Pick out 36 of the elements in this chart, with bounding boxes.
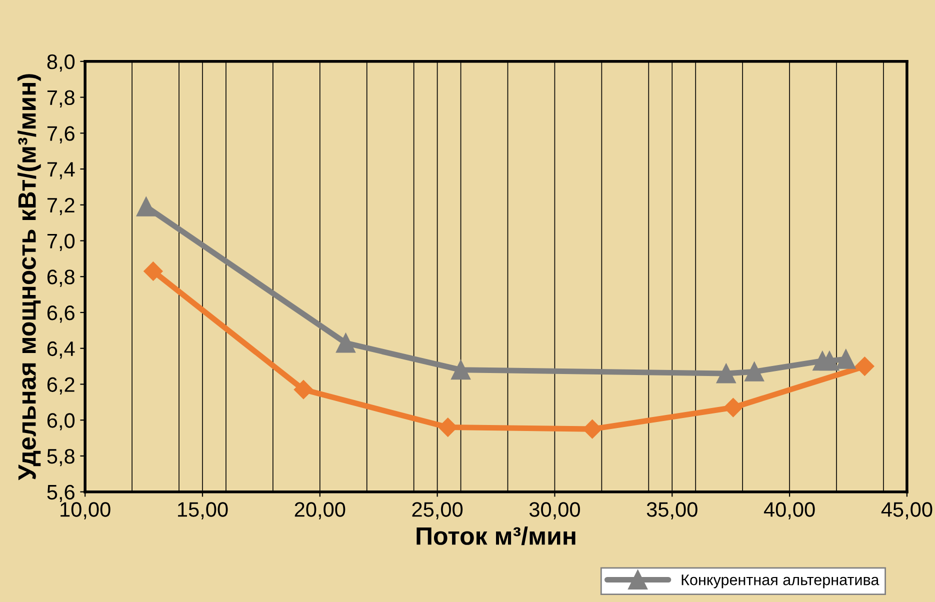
x-tick-label: 35,00	[646, 502, 698, 520]
legend-label: Конкурентная альтернатива	[682, 574, 880, 588]
point	[855, 356, 874, 376]
y-tick-label: 6,2	[47, 377, 74, 394]
y-tick-label: 7,0	[47, 234, 75, 251]
y-tick-label: 7,6	[47, 126, 74, 144]
y-tick-label: 7,8	[47, 90, 74, 108]
x-axis-title: Поток м³/мин	[416, 526, 576, 546]
point	[820, 351, 840, 371]
y-tick-label: 6,8	[47, 270, 74, 287]
y-tick-label: 6,6	[47, 305, 74, 323]
y-axis-title: Удельная мощность кВт/(м³/мин)	[18, 74, 41, 480]
y-tick-label: 6,0	[47, 413, 75, 430]
x-tick-label: 10,00	[60, 502, 110, 520]
point	[336, 333, 356, 353]
point	[836, 349, 856, 369]
point	[451, 360, 471, 380]
y-tick-label: 5,8	[47, 448, 74, 466]
point	[724, 398, 743, 418]
point	[716, 364, 736, 384]
point	[744, 362, 764, 382]
y-tick-label: 8,0	[47, 54, 75, 72]
x-tick-label: 15,00	[178, 502, 228, 520]
x-tick-label: 30,00	[529, 502, 580, 520]
x-tick-label: 40,00	[764, 502, 815, 520]
point	[144, 262, 163, 281]
y-tick-label: 6,4	[47, 341, 75, 359]
x-tick-label: 25,00	[412, 502, 463, 520]
x-tick-label: 45,00	[881, 502, 932, 520]
y-tick-label: 5,6	[47, 484, 74, 502]
point	[438, 418, 458, 437]
x-tick-label: 20,00	[294, 502, 346, 520]
point	[294, 380, 313, 400]
y-tick-label: 7,2	[47, 198, 74, 216]
point	[136, 196, 156, 216]
y-tick-label: 7,4	[47, 162, 75, 180]
